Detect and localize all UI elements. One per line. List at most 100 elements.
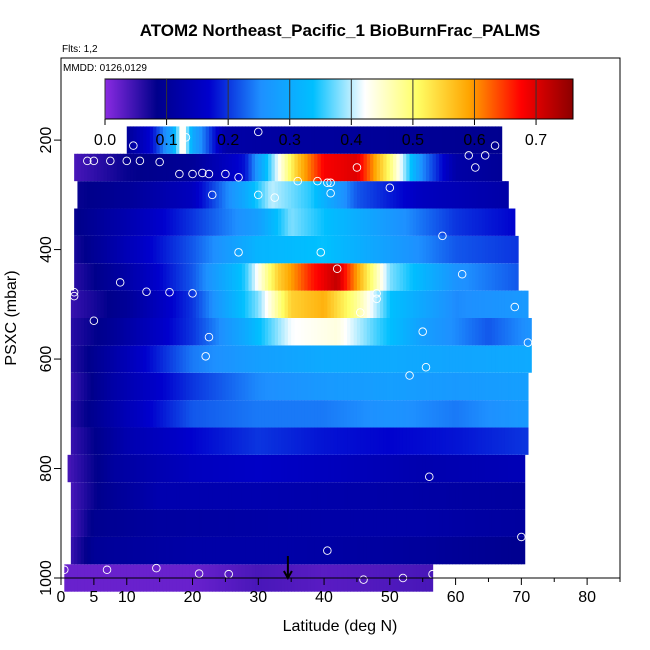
heatmap-cell bbox=[90, 454, 95, 483]
heatmap-cell bbox=[97, 208, 102, 236]
heatmap-cell bbox=[264, 126, 269, 154]
heatmap-cell bbox=[146, 454, 151, 483]
heatmap-cell bbox=[317, 181, 322, 209]
heatmap-cell bbox=[195, 318, 200, 346]
heatmap-cell bbox=[360, 318, 365, 346]
heatmap-cell bbox=[281, 263, 286, 291]
heatmap-cell bbox=[327, 400, 332, 428]
heatmap-cell bbox=[439, 345, 444, 373]
heatmap-cell bbox=[521, 318, 526, 346]
heatmap-cell bbox=[445, 181, 450, 209]
heatmap-cell bbox=[116, 235, 121, 264]
heatmap-cell bbox=[70, 372, 75, 401]
heatmap-cell bbox=[143, 536, 148, 565]
heatmap-cell bbox=[491, 536, 496, 565]
heatmap-cell bbox=[481, 290, 486, 318]
heatmap-cell bbox=[231, 509, 236, 537]
heatmap-cell bbox=[291, 153, 296, 182]
heatmap-cell bbox=[176, 153, 180, 182]
heatmap-cell bbox=[478, 482, 483, 510]
heatmap-cell bbox=[136, 427, 141, 455]
heatmap-cell bbox=[301, 318, 305, 346]
heatmap-cell bbox=[324, 153, 328, 182]
heatmap-cell bbox=[149, 454, 154, 483]
heatmap-cell bbox=[495, 345, 499, 373]
heatmap-cell bbox=[281, 318, 286, 346]
heatmap-cell bbox=[251, 372, 256, 401]
heatmap-cell bbox=[143, 126, 148, 154]
heatmap-cell bbox=[514, 427, 519, 455]
heatmap-cell bbox=[376, 208, 381, 236]
heatmap-cell bbox=[77, 454, 82, 483]
heatmap-cell bbox=[297, 427, 302, 455]
heatmap-cell bbox=[465, 235, 470, 264]
heatmap-cell bbox=[478, 318, 483, 346]
heatmap-cell bbox=[452, 126, 457, 154]
heatmap-cell bbox=[488, 536, 493, 565]
heatmap-cell bbox=[425, 318, 430, 346]
heatmap-cell bbox=[475, 536, 480, 565]
heatmap-cell bbox=[363, 181, 368, 209]
x-tick-label: 30 bbox=[249, 589, 267, 606]
heatmap-cell bbox=[149, 290, 154, 318]
heatmap-cell bbox=[495, 454, 499, 483]
heatmap-cell bbox=[202, 509, 207, 537]
heatmap-cell bbox=[278, 153, 282, 182]
heatmap-cell bbox=[508, 536, 513, 565]
colorbar-tick-label: 0.2 bbox=[217, 132, 239, 149]
heatmap-cell bbox=[416, 345, 421, 373]
heatmap-cell bbox=[452, 263, 457, 291]
heatmap-cell bbox=[281, 454, 286, 483]
heatmap-cell bbox=[379, 536, 384, 565]
heatmap-cell bbox=[222, 318, 227, 346]
heatmap-cell bbox=[449, 372, 453, 401]
heatmap-cell bbox=[412, 181, 417, 209]
heatmap-cell bbox=[261, 263, 266, 291]
heatmap-cell bbox=[245, 427, 250, 455]
heatmap-cell bbox=[156, 427, 161, 455]
heatmap-cell bbox=[363, 126, 368, 154]
heatmap-cell bbox=[462, 290, 467, 318]
heatmap-cell bbox=[399, 153, 404, 182]
heatmap-cell bbox=[317, 290, 322, 318]
heatmap-cell bbox=[458, 153, 463, 182]
heatmap-cell bbox=[238, 427, 243, 455]
heatmap-cell bbox=[146, 427, 151, 455]
heatmap-band bbox=[74, 235, 519, 264]
heatmap-cell bbox=[307, 290, 312, 318]
latitude-marker-arrow bbox=[283, 556, 293, 581]
heatmap-cell bbox=[176, 181, 180, 209]
heatmap-cell bbox=[107, 482, 111, 510]
heatmap-cell bbox=[189, 509, 194, 537]
heatmap-cell bbox=[90, 181, 95, 209]
heatmap-cell bbox=[370, 263, 374, 291]
heatmap-cell bbox=[261, 153, 266, 182]
heatmap-cell bbox=[432, 235, 437, 264]
heatmap-cell bbox=[432, 454, 437, 483]
heatmap-cell bbox=[386, 263, 391, 291]
heatmap-cell bbox=[208, 153, 213, 182]
heatmap-cell bbox=[241, 263, 246, 291]
heatmap-cell bbox=[324, 263, 328, 291]
heatmap-cell bbox=[488, 126, 493, 154]
heatmap-cell bbox=[419, 290, 424, 318]
heatmap-cell bbox=[202, 482, 207, 510]
heatmap-cell bbox=[228, 153, 233, 182]
heatmap-cell bbox=[472, 400, 476, 428]
heatmap-cell bbox=[363, 235, 368, 264]
heatmap-cell bbox=[212, 372, 217, 401]
heatmap-cell bbox=[156, 509, 161, 537]
heatmap-cell bbox=[169, 509, 174, 537]
heatmap-cell bbox=[166, 208, 171, 236]
heatmap-cell bbox=[235, 263, 240, 291]
heatmap-cell bbox=[248, 318, 253, 346]
heatmap-cell bbox=[317, 509, 322, 537]
heatmap-cell bbox=[514, 454, 519, 483]
heatmap-cell bbox=[189, 482, 194, 510]
heatmap-cell bbox=[103, 235, 108, 264]
heatmap-cell bbox=[488, 372, 493, 401]
observation-point bbox=[221, 169, 230, 179]
heatmap-cell bbox=[422, 318, 427, 346]
heatmap-cell bbox=[373, 290, 378, 318]
colorbar-tick-label: 0.4 bbox=[340, 132, 362, 149]
